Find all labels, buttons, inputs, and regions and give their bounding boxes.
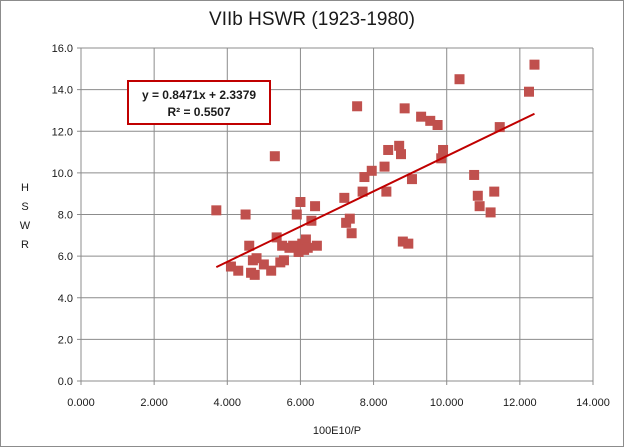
trendline-equation-box: y = 0.8471x + 2.3379 R² = 0.5507 bbox=[127, 80, 271, 125]
data-point bbox=[295, 197, 306, 208]
data-point bbox=[494, 122, 505, 133]
data-point bbox=[311, 240, 322, 251]
data-point bbox=[489, 186, 500, 197]
data-point bbox=[302, 242, 313, 253]
data-point bbox=[366, 165, 377, 176]
data-point bbox=[454, 74, 465, 85]
data-point bbox=[432, 120, 443, 131]
data-point bbox=[278, 255, 289, 266]
data-points bbox=[211, 59, 540, 280]
data-point bbox=[396, 149, 406, 160]
trendline-equation: y = 0.8471x + 2.3379 bbox=[141, 88, 257, 102]
y-axis-title: H S W R bbox=[19, 179, 31, 255]
data-point bbox=[266, 265, 277, 276]
data-point bbox=[406, 174, 417, 185]
data-point bbox=[394, 140, 405, 151]
axes bbox=[77, 47, 594, 385]
y-tick-label: 16.0 bbox=[52, 43, 73, 55]
data-point bbox=[269, 151, 280, 162]
data-point bbox=[346, 228, 357, 239]
data-point bbox=[399, 103, 410, 114]
data-point bbox=[352, 101, 363, 112]
x-tick-label: 10.000 bbox=[430, 397, 464, 409]
data-point bbox=[300, 234, 311, 245]
data-point bbox=[469, 169, 480, 180]
data-point bbox=[379, 161, 390, 172]
data-point bbox=[529, 59, 540, 70]
data-point bbox=[383, 144, 394, 155]
data-point bbox=[288, 240, 299, 251]
data-point bbox=[244, 240, 255, 251]
data-point bbox=[211, 205, 222, 216]
y-tick-label: 6.0 bbox=[58, 251, 73, 263]
y-axis-title-letter-w: W bbox=[19, 220, 31, 232]
data-point bbox=[291, 209, 302, 220]
data-point bbox=[381, 186, 392, 197]
data-point bbox=[416, 111, 427, 122]
data-point bbox=[293, 246, 304, 257]
x-tick-label: 6.000 bbox=[287, 397, 315, 409]
data-point bbox=[359, 172, 370, 183]
y-tick-label: 8.0 bbox=[58, 210, 73, 222]
trendline-group bbox=[215, 112, 535, 269]
y-axis-title-letter-r: R bbox=[21, 239, 29, 251]
y-tick-label: 12.0 bbox=[52, 126, 73, 138]
data-point bbox=[403, 238, 414, 249]
x-tick-label: 2.000 bbox=[140, 397, 168, 409]
data-point bbox=[474, 201, 485, 212]
x-axis-title: 100E10/P bbox=[312, 425, 362, 437]
y-tick-label: 10.0 bbox=[52, 168, 73, 180]
data-point bbox=[233, 265, 244, 276]
data-point bbox=[339, 192, 350, 203]
chart-title: VIIb HSWR (1923-1980) bbox=[209, 9, 415, 30]
data-point bbox=[225, 261, 236, 272]
data-point bbox=[249, 269, 260, 280]
data-point bbox=[425, 115, 436, 126]
data-point bbox=[472, 190, 483, 201]
y-tick-label: 0.0 bbox=[58, 376, 73, 388]
y-tick-label: 2.0 bbox=[58, 334, 73, 346]
data-point bbox=[310, 201, 321, 212]
data-point bbox=[438, 144, 449, 155]
data-point bbox=[277, 240, 288, 251]
x-tick-label: 0.000 bbox=[67, 397, 95, 409]
data-point bbox=[485, 207, 496, 218]
x-tick-label: 8.000 bbox=[360, 397, 388, 409]
y-axis-title-letter-h: H bbox=[21, 182, 29, 194]
x-tick-label: 12.000 bbox=[503, 397, 537, 409]
data-point bbox=[258, 259, 269, 270]
data-point bbox=[344, 213, 355, 224]
x-tick-label: 14.000 bbox=[576, 397, 610, 409]
y-axis-title-letter-s: S bbox=[21, 201, 29, 213]
x-tick-label: 4.000 bbox=[214, 397, 242, 409]
trendline-r-squared: R² = 0.5507 bbox=[167, 105, 231, 119]
data-point bbox=[251, 253, 262, 264]
data-point bbox=[397, 236, 408, 247]
y-tick-label: 14.0 bbox=[52, 85, 73, 97]
data-point bbox=[524, 86, 534, 97]
data-point bbox=[240, 209, 251, 220]
trendline bbox=[215, 112, 535, 269]
tick-labels: 0.0 2.0 4.0 6.0 8.0 10.0 12.0 14.0 16.0 0.000 2.00… bbox=[52, 43, 610, 409]
data-point bbox=[357, 186, 368, 197]
y-tick-label: 4.0 bbox=[58, 293, 73, 305]
